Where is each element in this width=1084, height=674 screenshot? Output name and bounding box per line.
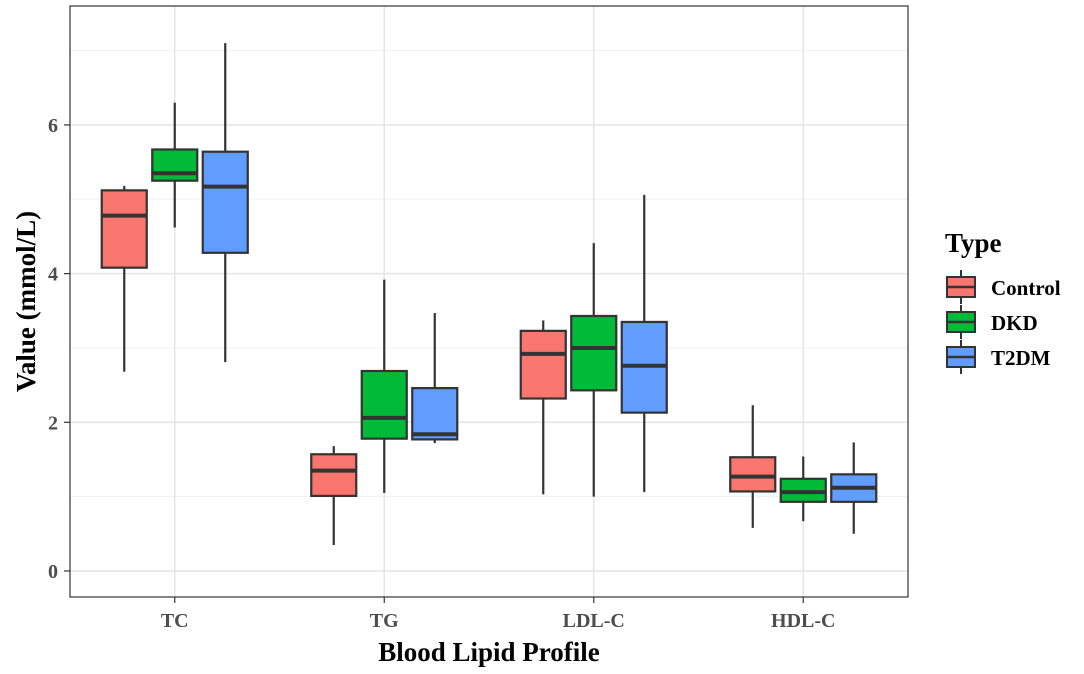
legend-key-dkd xyxy=(946,305,976,339)
x-tick-label: HDL-C xyxy=(771,610,835,632)
box-t2dm-tc xyxy=(201,43,249,363)
box-t2dm-ldl-c xyxy=(620,194,668,493)
box-t2dm-tg xyxy=(411,313,459,444)
box-dkd-ldl-c xyxy=(570,243,618,497)
x-tick-label: LDL-C xyxy=(563,610,625,632)
y-tick-label: 0 xyxy=(48,561,58,583)
box-iqr xyxy=(360,369,408,440)
box-iqr xyxy=(411,387,459,441)
box-iqr xyxy=(100,189,148,269)
box-iqr xyxy=(519,329,567,400)
x-tick-label: TG xyxy=(370,610,399,632)
x-tick-label: TC xyxy=(161,610,189,632)
box-control-ldl-c xyxy=(519,320,567,495)
y-axis-title: Value (mmol/L) xyxy=(11,211,41,392)
box-iqr xyxy=(201,150,249,254)
box-control-tg xyxy=(310,446,358,545)
box-iqr xyxy=(310,453,358,497)
x-axis-title: Blood Lipid Profile xyxy=(378,637,600,667)
legend-label: Control xyxy=(991,276,1061,300)
plot-border xyxy=(69,5,909,598)
legend-label: T2DM xyxy=(991,346,1051,370)
legend-key-control xyxy=(946,270,976,304)
x-axis: TC TG LDL-C HDL-C xyxy=(161,597,835,632)
box-iqr xyxy=(729,456,777,493)
box-iqr xyxy=(570,314,618,392)
box-dkd-tc xyxy=(151,102,199,228)
box-dkd-hdl-c xyxy=(779,456,827,522)
y-tick-label: 6 xyxy=(48,115,58,137)
legend-label: DKD xyxy=(991,311,1038,335)
legend: Type Control DKD T2DM xyxy=(945,228,1061,374)
box-t2dm-hdl-c xyxy=(830,442,878,534)
y-axis: 0 2 4 6 xyxy=(48,115,70,583)
box-dkd-tg xyxy=(360,279,408,493)
y-tick-label: 2 xyxy=(48,412,58,434)
box-control-hdl-c xyxy=(729,405,777,528)
box-marks xyxy=(100,43,878,545)
legend-title: Type xyxy=(945,228,1002,258)
legend-key-t2dm xyxy=(946,340,976,374)
plot-panel xyxy=(70,6,908,597)
y-tick-label: 4 xyxy=(48,264,58,286)
box-iqr xyxy=(151,148,199,182)
box-control-tc xyxy=(100,185,148,372)
